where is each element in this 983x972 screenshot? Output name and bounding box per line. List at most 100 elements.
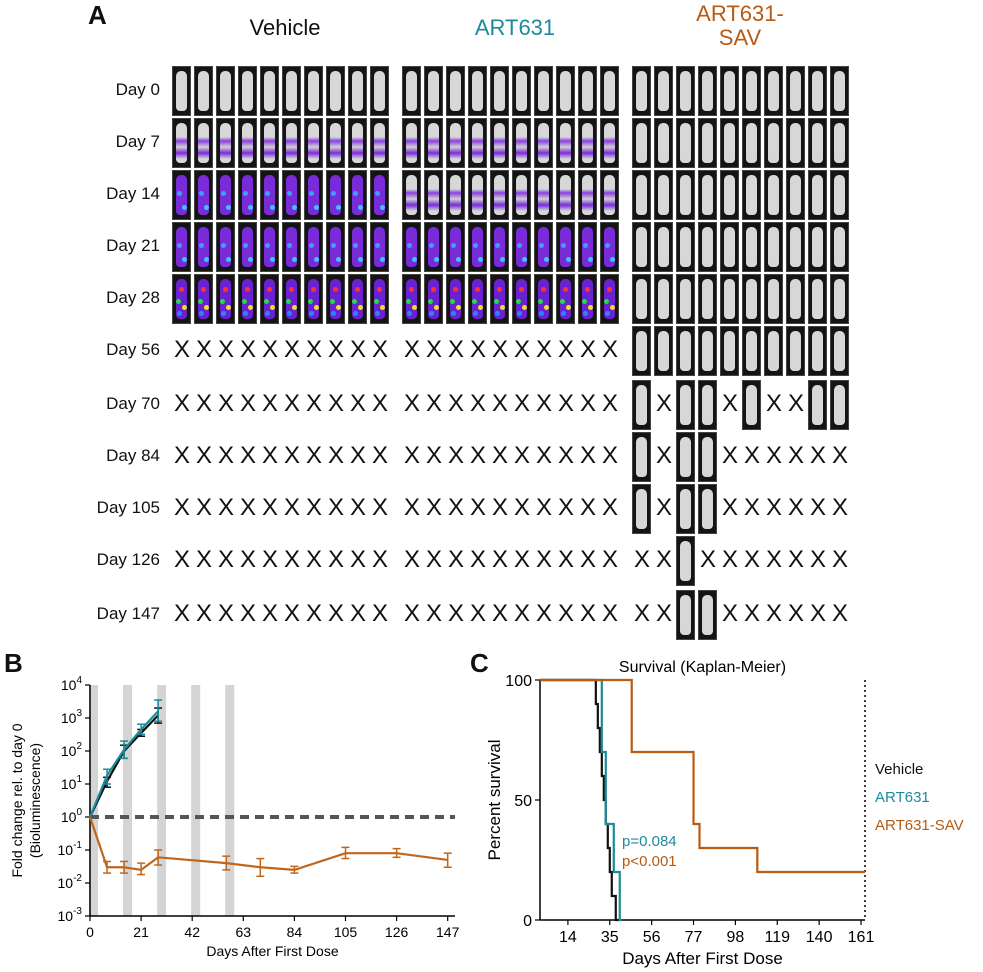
mouse-image bbox=[720, 118, 739, 168]
deceased-mark: X bbox=[831, 600, 848, 627]
deceased-mark: X bbox=[195, 494, 212, 521]
bioluminescence-spot bbox=[610, 257, 615, 262]
bioluminescence-spot bbox=[428, 299, 433, 304]
deceased-mark: X bbox=[491, 494, 508, 521]
mouse-image bbox=[742, 170, 761, 220]
deceased-mark: X bbox=[513, 600, 530, 627]
x-axis-label: Days After First Dose bbox=[206, 943, 338, 959]
deceased-mark: X bbox=[579, 494, 596, 521]
mouse-image bbox=[468, 222, 487, 272]
bioluminescence-spot bbox=[248, 205, 253, 210]
mouse-image bbox=[632, 484, 651, 534]
mouse-image bbox=[424, 66, 443, 116]
mouse-image bbox=[260, 118, 279, 168]
bioluminescence-spot bbox=[248, 257, 253, 262]
mouse-image bbox=[304, 170, 323, 220]
bioluminescence-spot bbox=[377, 287, 382, 292]
deceased-mark: X bbox=[447, 442, 464, 469]
bioluminescence-spot bbox=[522, 305, 527, 310]
deceased-mark: X bbox=[765, 442, 782, 469]
bioluminescence-spot bbox=[500, 257, 505, 262]
mouse-image bbox=[172, 66, 191, 116]
mouse-image bbox=[632, 274, 651, 324]
deceased-mark: X bbox=[371, 494, 388, 521]
day-label: Day 28 bbox=[106, 288, 160, 307]
deceased-mark: X bbox=[239, 600, 256, 627]
bioluminescence-spot bbox=[226, 205, 231, 210]
deceased-mark: X bbox=[447, 600, 464, 627]
bioluminescence-spot bbox=[563, 287, 568, 292]
deceased-mark: X bbox=[765, 390, 782, 417]
deceased-mark: X bbox=[513, 442, 530, 469]
group-title-art631: ART631 bbox=[474, 15, 556, 40]
mouse-image bbox=[370, 170, 389, 220]
bioluminescence-spot bbox=[456, 257, 461, 262]
bioluminescence-spot bbox=[201, 287, 206, 292]
series-line bbox=[88, 816, 448, 872]
bioluminescence-spot bbox=[375, 191, 380, 196]
mouse-image bbox=[238, 222, 257, 272]
deceased-mark: X bbox=[261, 390, 278, 417]
mouse-image bbox=[216, 222, 235, 272]
deceased-mark: X bbox=[809, 600, 826, 627]
mouse-image bbox=[446, 118, 465, 168]
legend-label: ART631 bbox=[875, 789, 930, 806]
deceased-mark: X bbox=[743, 546, 760, 573]
bioluminescence-spot bbox=[497, 287, 502, 292]
deceased-mark: X bbox=[469, 336, 486, 363]
bioluminescence-spot bbox=[311, 287, 316, 292]
deceased-mark: X bbox=[469, 600, 486, 627]
mouse-image bbox=[698, 66, 717, 116]
dosing-bar bbox=[191, 685, 201, 916]
bioluminescence-spot bbox=[243, 191, 248, 196]
mouse-image bbox=[698, 118, 717, 168]
mouse-image bbox=[216, 170, 235, 220]
deceased-mark: X bbox=[305, 546, 322, 573]
mouse-image bbox=[216, 118, 235, 168]
mouse-image bbox=[764, 326, 783, 376]
mouse-image bbox=[282, 222, 301, 272]
mouse-image bbox=[720, 66, 739, 116]
deceased-mark: X bbox=[261, 442, 278, 469]
deceased-mark: X bbox=[371, 390, 388, 417]
y-axis-label-line1: Fold change rel. to day 0 bbox=[9, 723, 25, 877]
deceased-mark: X bbox=[425, 494, 442, 521]
bioluminescence-spot bbox=[538, 299, 543, 304]
dosing-bar bbox=[89, 685, 98, 916]
y-tick-label: 10-2 bbox=[58, 873, 83, 891]
bioluminescence-spot bbox=[472, 299, 477, 304]
bioluminescence-spot bbox=[243, 243, 248, 248]
x-tick-label: 42 bbox=[184, 924, 200, 940]
bioluminescence-spot bbox=[331, 311, 336, 316]
mouse-image bbox=[654, 274, 673, 324]
mouse-image bbox=[720, 170, 739, 220]
deceased-mark: X bbox=[831, 494, 848, 521]
bioluminescence-spot bbox=[221, 311, 226, 316]
deceased-mark: X bbox=[655, 546, 672, 573]
mouse-image bbox=[446, 222, 465, 272]
bioluminescence-spot bbox=[473, 311, 478, 316]
deceased-mark: X bbox=[371, 442, 388, 469]
mouse-image bbox=[424, 118, 443, 168]
bioluminescence-spot bbox=[309, 311, 314, 316]
bioluminescence-spot bbox=[242, 299, 247, 304]
deceased-mark: X bbox=[491, 546, 508, 573]
mouse-image bbox=[534, 118, 553, 168]
mouse-image bbox=[698, 274, 717, 324]
deceased-mark: X bbox=[469, 390, 486, 417]
y-tick-label: 50 bbox=[514, 793, 532, 810]
bioluminescence-spot bbox=[204, 205, 209, 210]
bioluminescence-spot bbox=[516, 299, 521, 304]
deceased-mark: X bbox=[217, 600, 234, 627]
deceased-mark: X bbox=[305, 442, 322, 469]
mouse-image bbox=[654, 118, 673, 168]
y-tick-label: 0 bbox=[523, 913, 532, 930]
deceased-mark: X bbox=[765, 546, 782, 573]
deceased-mark: X bbox=[831, 442, 848, 469]
mouse-image bbox=[238, 118, 257, 168]
mouse-image bbox=[304, 274, 323, 324]
deceased-mark: X bbox=[491, 390, 508, 417]
bioluminescence-spot bbox=[179, 287, 184, 292]
mouse-image bbox=[512, 66, 531, 116]
bioluminescence-spot bbox=[314, 305, 319, 310]
